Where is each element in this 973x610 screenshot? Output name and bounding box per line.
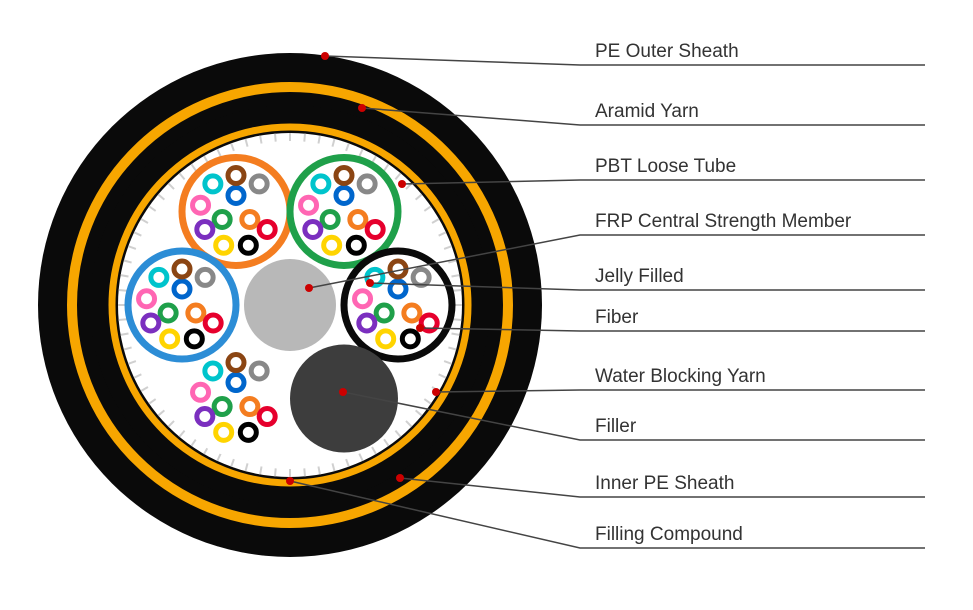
component-label: FRP Central Strength Member <box>595 211 851 233</box>
leader-dot <box>366 279 374 287</box>
component-label: Filling Compound <box>595 524 743 546</box>
frp-central <box>244 259 336 351</box>
leader-dot <box>398 180 406 188</box>
component-label: Aramid Yarn <box>595 101 699 123</box>
component-label: Jelly Filled <box>595 266 684 288</box>
leader-dot <box>396 474 404 482</box>
leader-dot <box>358 104 366 112</box>
component-label: PBT Loose Tube <box>595 156 736 178</box>
component-label: Inner PE Sheath <box>595 473 734 495</box>
leader-line <box>436 390 925 392</box>
leader-dot <box>321 52 329 60</box>
component-label: Water Blocking Yarn <box>595 366 766 388</box>
component-label: PE Outer Sheath <box>595 41 739 63</box>
leader-dot <box>416 324 424 332</box>
component-label: Filler <box>595 416 636 438</box>
component-label: Fiber <box>595 307 638 329</box>
leader-dot <box>432 388 440 396</box>
leader-dot <box>286 477 294 485</box>
leader-dot <box>339 388 347 396</box>
filler <box>290 345 398 453</box>
leader-dot <box>305 284 313 292</box>
